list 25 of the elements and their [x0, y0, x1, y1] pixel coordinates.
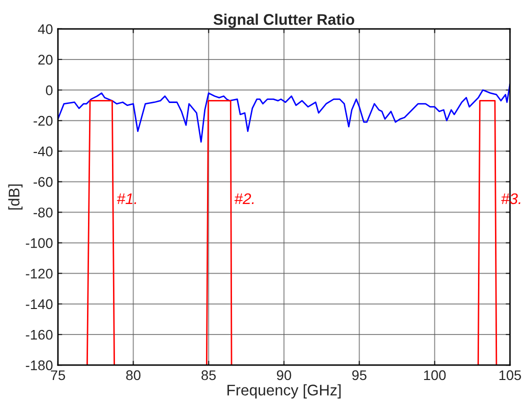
x-tick-label: 100	[424, 370, 446, 380]
chart-title: Signal Clutter Ratio	[214, 14, 354, 28]
x-tick-label: 75	[50, 370, 66, 380]
y-tick-label: -20	[34, 116, 53, 126]
annotation: #2.	[234, 193, 254, 204]
x-tick-label: 105	[499, 370, 521, 380]
x-tick-label: 85	[202, 370, 216, 380]
annotation: #1.	[117, 193, 136, 204]
y-tick-label: 40	[38, 24, 53, 34]
y-tick-label: -80	[34, 208, 53, 218]
y-tick-label: -180	[26, 360, 53, 370]
y-tick-label: -40	[34, 146, 53, 156]
y-tick-label: -160	[26, 330, 53, 340]
x-tick-label: 80	[126, 370, 140, 380]
y-tick-label: -60	[34, 177, 53, 187]
y-axis-title: [dB]	[8, 184, 23, 210]
y-tick-label: -120	[26, 268, 53, 279]
x-tick-label: 90	[276, 370, 292, 380]
y-tick-label: -100	[26, 238, 53, 248]
line-series	[58, 83, 510, 143]
y-tick-label: 20	[38, 54, 53, 65]
y-tick-label: 0	[46, 85, 53, 96]
y-tick-label: -140	[26, 299, 53, 310]
x-axis-title: Frequency [GHz]	[227, 384, 341, 399]
x-tick-label: 95	[352, 370, 366, 380]
